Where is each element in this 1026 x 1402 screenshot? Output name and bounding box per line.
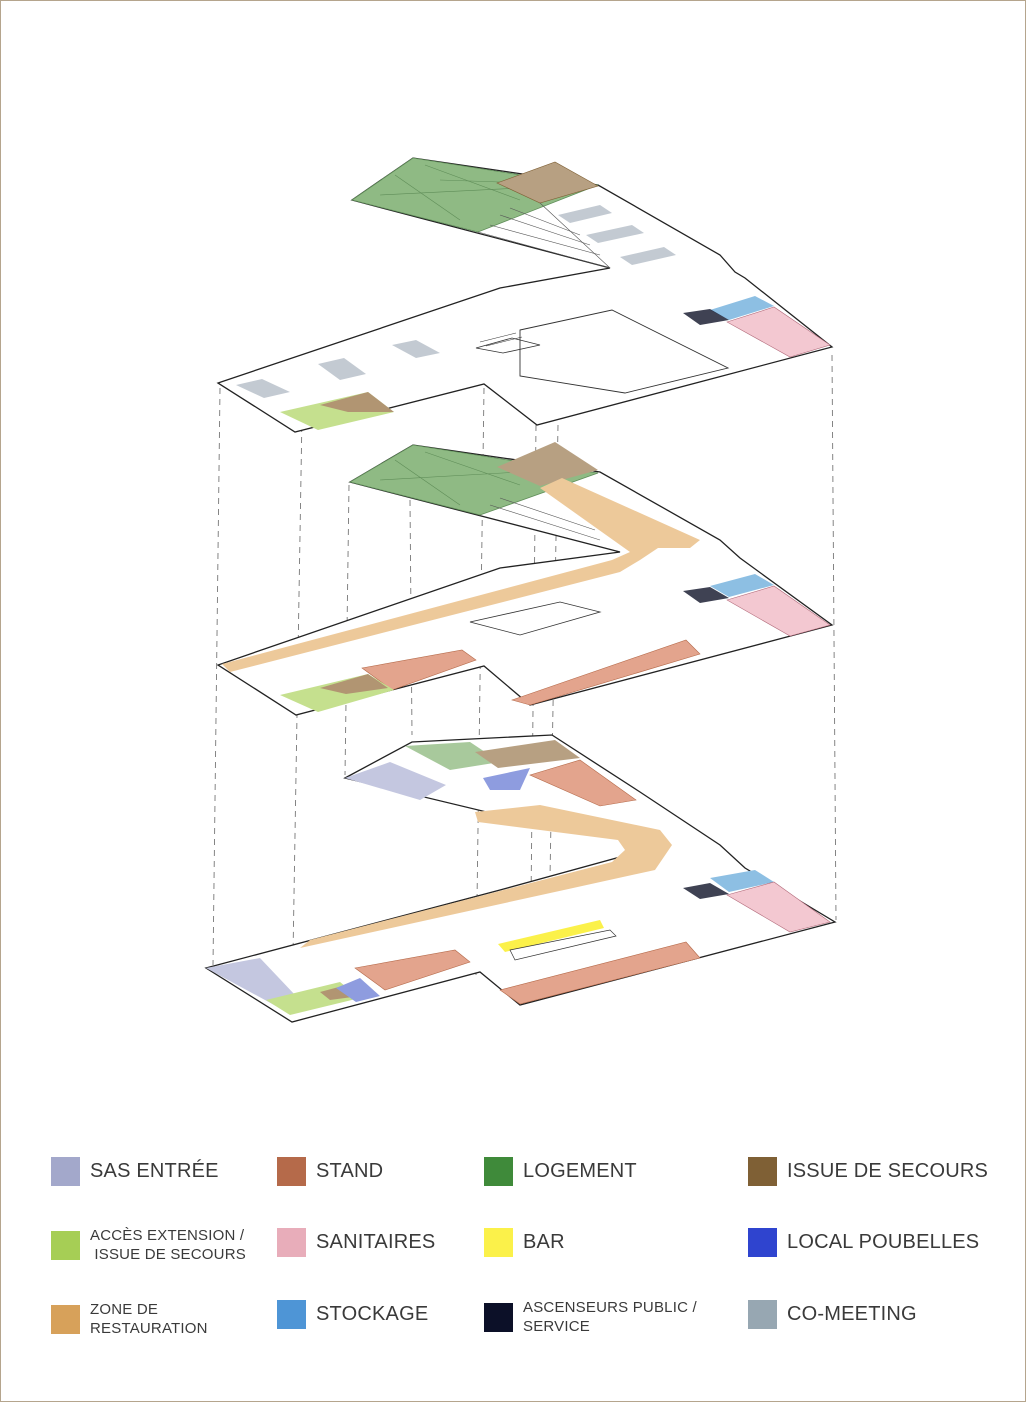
swatch	[748, 1228, 777, 1257]
swatch	[748, 1157, 777, 1186]
axonometric-floor-plans	[204, 157, 837, 1023]
swatch	[277, 1157, 306, 1186]
issue-secours-zone	[496, 161, 599, 204]
co-meeting-blocks	[236, 205, 676, 398]
legend-label: SANITAIRES	[316, 1231, 436, 1253]
floor-ground	[204, 734, 837, 1023]
legend-item-bar: BAR	[484, 1228, 565, 1257]
swatch	[484, 1157, 513, 1186]
swatch	[51, 1157, 80, 1186]
swatch	[484, 1302, 513, 1332]
ascenseurs-zone	[683, 309, 729, 325]
legend-label: ACCÈS EXTENSION / ISSUE DE SECOURS	[90, 1227, 246, 1263]
legend-label: LOGEMENT	[523, 1160, 637, 1182]
legend-item-local-poubelles: LOCAL POUBELLES	[748, 1228, 979, 1257]
legend-item-issue-de-secours: ISSUE DE SECOURS	[748, 1157, 988, 1186]
swatch	[277, 1300, 306, 1329]
legend-item-sas-entree: SAS ENTRÉE	[51, 1157, 219, 1186]
legend-label: ISSUE DE SECOURS	[787, 1160, 989, 1182]
legend-label: STOCKAGE	[316, 1303, 429, 1325]
legend-item-stockage: STOCKAGE	[277, 1300, 428, 1329]
legend-label: LOCAL POUBELLES	[787, 1231, 980, 1253]
legend-label: SAS ENTRÉE	[90, 1160, 219, 1182]
legend-item-stand: STAND	[277, 1157, 383, 1186]
zone-restauration-mid	[222, 478, 700, 672]
sanitaires-zone	[726, 306, 831, 358]
stockage-zone	[710, 296, 774, 320]
swatch	[51, 1230, 80, 1260]
zone-restauration-ground	[300, 805, 672, 948]
legend-item-sanitaires: SANITAIRES	[277, 1228, 435, 1257]
legend-item-logement: LOGEMENT	[484, 1157, 637, 1186]
legend-label: STAND	[316, 1160, 384, 1182]
floor-top	[216, 157, 834, 433]
legend-label: ZONE DE RESTAURATION	[90, 1301, 208, 1337]
legend-item-ascenseurs: ASCENSEURS PUBLIC / SERVICE	[484, 1298, 697, 1336]
swatch	[277, 1228, 306, 1257]
legend-label: CO-MEETING	[787, 1303, 917, 1325]
floor-top-outline	[216, 157, 834, 433]
legend-label: BAR	[523, 1231, 565, 1253]
legend-item-zone-restauration: ZONE DE RESTAURATION	[51, 1300, 208, 1338]
legend-item-acces-extension: ACCÈS EXTENSION / ISSUE DE SECOURS	[51, 1226, 246, 1264]
legend-item-co-meeting: CO-MEETING	[748, 1300, 917, 1329]
swatch	[51, 1304, 80, 1334]
floor-middle	[216, 442, 834, 716]
swatch	[484, 1228, 513, 1257]
swatch	[748, 1300, 777, 1329]
legend-label: ASCENSEURS PUBLIC / SERVICE	[523, 1299, 697, 1335]
legend: SAS ENTRÉE STAND LOGEMENT ISSUE DE SECOU…	[0, 1140, 1026, 1370]
